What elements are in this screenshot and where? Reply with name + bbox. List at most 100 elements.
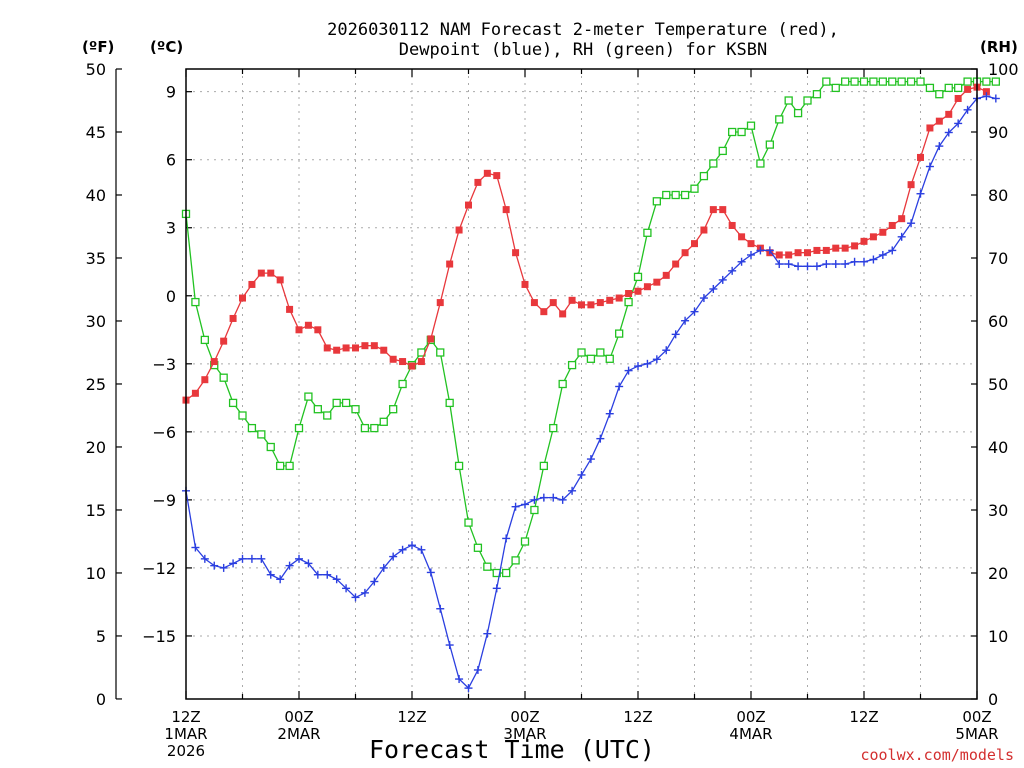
rh-point: [313, 405, 322, 414]
dewpoint-point: [925, 162, 934, 171]
rh-point: [247, 423, 257, 433]
temperature-point: [427, 335, 435, 343]
temperature-point: [662, 271, 670, 279]
rh-point: [605, 354, 614, 363]
temperature-point: [926, 124, 934, 132]
dewpoint-point: [907, 219, 916, 228]
dewpoint-point: [266, 570, 275, 579]
dewpoint-point: [888, 246, 897, 255]
rh-point: [360, 423, 370, 433]
rh-point: [351, 405, 360, 414]
dewpoint-point: [586, 455, 595, 464]
fahrenheit-tick-label: 25: [86, 375, 106, 394]
dewpoint-point: [247, 554, 256, 563]
rh-point: [238, 411, 247, 420]
temperature-point: [295, 326, 303, 334]
rh-unit-label: (RH): [980, 38, 1018, 56]
temperature-point: [935, 117, 943, 125]
temperature-point: [502, 206, 510, 214]
rh-point: [285, 461, 294, 471]
temperature-point: [568, 296, 576, 304]
celsius-axis: 9 6 3 0 −3 −6 −9 −12 −15: [142, 83, 192, 646]
temperature-point: [559, 310, 567, 318]
temperature-point: [257, 269, 265, 277]
dewpoint-point: [445, 641, 454, 650]
dewpoint-point: [634, 362, 642, 371]
rh-tick-label: 50: [988, 375, 1008, 394]
temperature-point: [785, 251, 793, 259]
dewpoint-point: [756, 246, 765, 255]
temperature-point: [493, 172, 501, 180]
dewpoint-point: [191, 543, 200, 552]
time-tick-label: 2MAR: [277, 725, 320, 743]
rh-point: [954, 83, 963, 93]
rh-tick-label: 40: [988, 438, 1008, 457]
temperature-point: [333, 346, 341, 354]
time-tick-label: 00Z: [284, 708, 313, 726]
temperature-series: [182, 83, 990, 404]
temperature-point: [728, 221, 736, 229]
temperature-point: [672, 260, 680, 268]
fahrenheit-axis: 0 5 10 15 20 25 30 35 40 45 50: [86, 60, 122, 709]
dewpoint-point: [699, 294, 708, 303]
rh-point: [596, 348, 605, 357]
rh-point: [577, 348, 586, 357]
dewpoint-point: [455, 675, 464, 684]
dewpoint-point: [737, 257, 746, 266]
fahrenheit-tick-label: 35: [86, 249, 106, 268]
temperature-point: [822, 246, 830, 254]
rh-point: [586, 354, 596, 363]
temperature-point: [314, 326, 322, 334]
dewpoint-point: [276, 575, 285, 584]
time-tick-label: 12Z: [397, 708, 426, 726]
celsius-tick-label: 9: [166, 83, 176, 102]
dewpoint-point: [323, 570, 332, 579]
credit-label: coolwx.com/models: [860, 746, 1014, 764]
temperature-point: [512, 249, 520, 257]
dewpoint-point: [332, 575, 341, 584]
dewpoint-point: [464, 684, 473, 693]
rh-point: [803, 96, 812, 105]
dewpoint-point: [398, 545, 407, 554]
temperature-point: [954, 94, 962, 102]
dewpoint-point: [304, 559, 313, 568]
dewpoint-point: [963, 105, 972, 114]
dewpoint-point: [794, 262, 803, 271]
rh-point: [822, 77, 831, 86]
temperature-point: [747, 240, 755, 248]
rh-point: [304, 392, 313, 401]
temperature-point: [220, 337, 228, 345]
temperature-point: [352, 344, 359, 352]
rh-point: [662, 190, 671, 200]
rh-tick-label: 100: [988, 60, 1019, 79]
rh-tick-label: 60: [988, 312, 1008, 331]
rh-tick-label: 30: [988, 501, 1008, 520]
rh-point: [228, 398, 238, 408]
temperature-point: [455, 226, 463, 234]
rh-tick-label: 70: [988, 249, 1008, 268]
temperature-point: [794, 249, 802, 257]
celsius-tick-label: 0: [166, 287, 176, 306]
rh-point: [294, 423, 304, 433]
rh-point: [266, 442, 275, 452]
temperature-point: [229, 314, 237, 322]
rh-point: [633, 272, 643, 282]
temperature-point: [380, 346, 388, 354]
dewpoint-point: [897, 232, 906, 241]
temperature-point: [304, 321, 312, 329]
rh-point: [398, 379, 407, 389]
temperature-point: [286, 305, 294, 313]
rh-point: [869, 77, 878, 86]
dewpoint-point: [521, 500, 529, 509]
dewpoint-point: [577, 470, 586, 479]
temperature-point: [615, 294, 623, 302]
rh-tick-label: 10: [988, 627, 1008, 646]
rh-point: [389, 405, 398, 414]
rh-point: [652, 197, 661, 206]
dewpoint-point: [342, 584, 351, 593]
rh-point: [841, 77, 850, 86]
fahrenheit-tick-label: 30: [86, 312, 106, 331]
temperature-point: [248, 280, 256, 288]
dewpoint-point: [765, 246, 774, 255]
dewpoint-point: [775, 260, 784, 269]
